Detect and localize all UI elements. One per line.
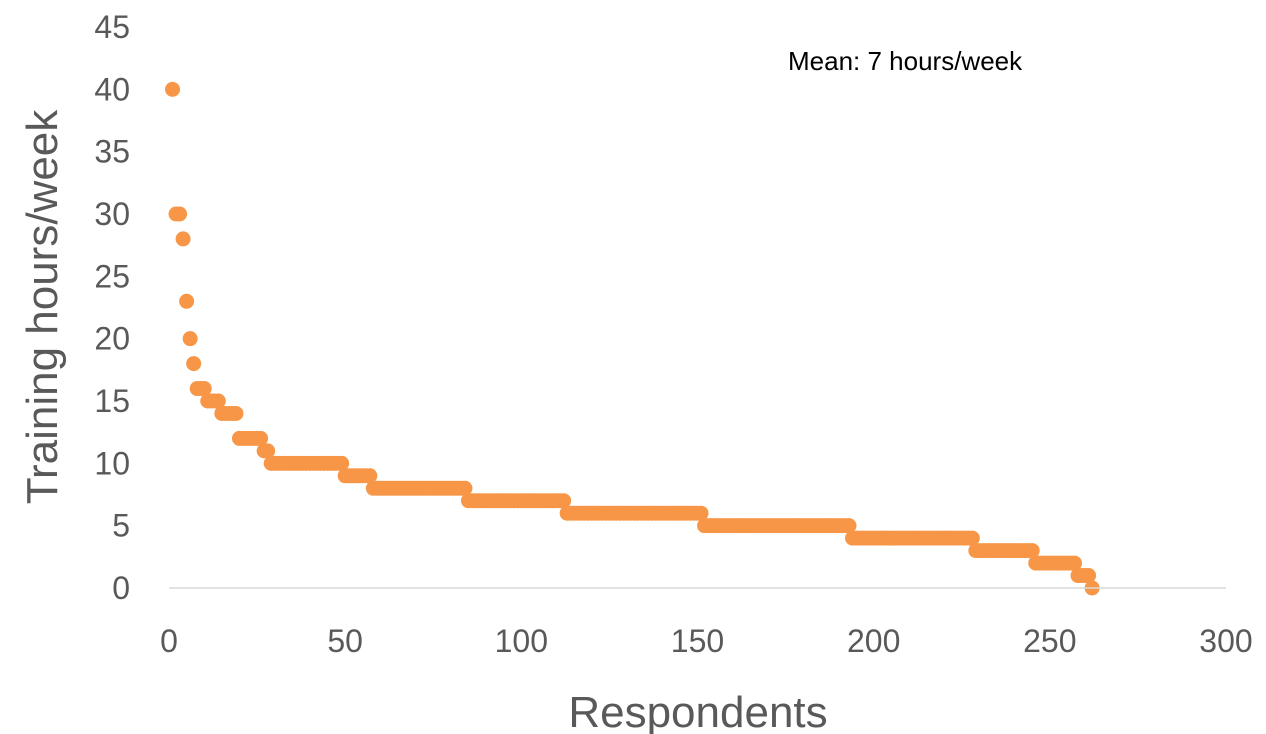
y-axis-label: Training hours/week <box>18 109 67 505</box>
data-point <box>841 518 857 534</box>
x-tick-label: 300 <box>1199 623 1252 659</box>
x-tick-label: 100 <box>495 623 548 659</box>
y-tick-label: 40 <box>94 71 130 107</box>
data-point <box>253 430 269 446</box>
data-point <box>179 293 195 309</box>
y-tick-labels: 0 5 10 15 20 25 30 35 40 45 <box>94 9 130 606</box>
x-tick-label: 50 <box>327 623 363 659</box>
y-tick-label: 45 <box>94 9 130 45</box>
y-tick-label: 35 <box>94 134 130 170</box>
data-point <box>165 81 181 97</box>
x-tick-label: 200 <box>847 623 900 659</box>
x-tick-label: 0 <box>160 623 178 659</box>
data-point <box>172 206 188 222</box>
data-point <box>1081 568 1097 584</box>
y-tick-label: 15 <box>94 383 130 419</box>
data-point <box>182 331 198 347</box>
mean-annotation: Mean: 7 hours/week <box>788 46 1023 76</box>
y-tick-label: 10 <box>94 445 130 481</box>
data-point <box>334 455 350 471</box>
data-point <box>964 530 980 546</box>
data-point <box>210 393 226 409</box>
data-points <box>165 81 1100 596</box>
data-point <box>1066 555 1082 571</box>
x-tick-label: 150 <box>671 623 724 659</box>
data-point <box>186 356 202 372</box>
y-tick-label: 5 <box>112 508 130 544</box>
data-point <box>457 480 473 496</box>
y-tick-label: 0 <box>112 570 130 606</box>
x-axis-label: Respondents <box>568 688 827 734</box>
data-point <box>260 443 276 459</box>
data-point <box>556 493 572 509</box>
y-tick-label: 20 <box>94 321 130 357</box>
x-tick-labels: 0 50 100 150 200 250 300 <box>160 623 1253 659</box>
data-point <box>196 381 212 397</box>
data-point <box>175 231 191 247</box>
data-point <box>362 468 378 484</box>
x-tick-label: 250 <box>1023 623 1076 659</box>
y-tick-label: 25 <box>94 258 130 294</box>
data-point <box>228 405 244 421</box>
data-point <box>1024 543 1040 559</box>
y-tick-label: 30 <box>94 196 130 232</box>
data-point <box>693 505 709 521</box>
